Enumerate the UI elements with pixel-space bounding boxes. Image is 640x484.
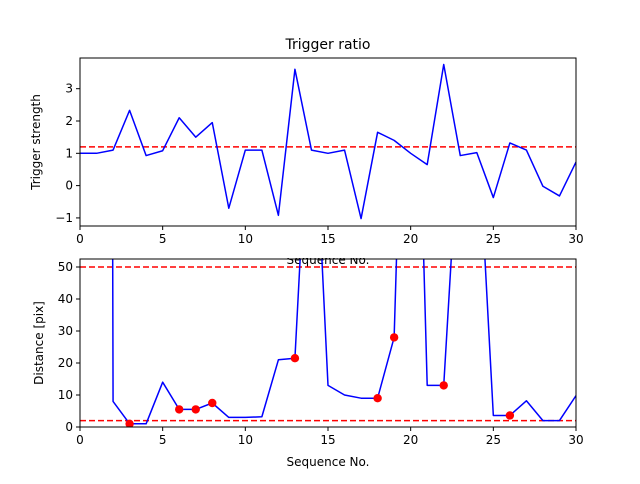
bottom-y-axis-label: Distance [pix] [32,301,46,385]
bottom-y-tick-label: 50 [58,260,73,274]
bottom-marker-point [175,405,184,414]
bottom-y-tick-label: 0 [65,420,73,434]
bottom-marker-point [191,405,200,414]
bottom-series-line-0 [111,259,576,425]
top-y-axis-label: Trigger strength [29,94,43,191]
bottom-marker-point [208,398,217,408]
top-x-tick-label: 20 [403,232,418,246]
top-x-tick-label: 30 [568,232,583,246]
axes-separator [60,249,600,258]
top-y-tick-label: 0 [65,179,73,193]
top-y-tick-label: 3 [65,82,73,96]
bottom-x-tick-label: 30 [568,433,583,447]
top-x-tick-label: 25 [486,232,501,246]
top-chart-title: Trigger ratio [284,37,370,53]
top-series-line-0 [80,63,576,220]
bottom-y-tick-label: 40 [58,292,73,306]
bottom-plot-area [80,259,576,427]
bottom-ticks: 0 5 10 15 20 25 30 0 10 20 30 40 50 [58,260,584,447]
top-plot-area [80,63,576,220]
bottom-marker-point [290,354,300,363]
bottom-x-tick-label: 10 [238,433,253,447]
top-y-tick-label: 1 [65,146,73,160]
bottom-y-tick-label: 10 [58,388,73,402]
bottom-marker-point [389,333,399,342]
bottom-x-tick-label: 25 [486,433,501,447]
bottom-marker-point [373,394,382,403]
top-axes-frame [79,57,577,227]
top-y-tick-label: −1 [55,211,73,225]
bottom-y-tick-label: 20 [58,356,73,370]
bottom-x-axis-label: Sequence No. [287,455,370,469]
bottom-marker-point [505,411,515,420]
bottom-y-tick-label: 30 [58,324,73,338]
top-x-tick-label: 10 [238,232,253,246]
bottom-x-tick-label: 20 [403,433,418,447]
top-x-tick-label: 0 [76,232,84,246]
bottom-x-tick-label: 15 [320,433,335,447]
bottom-chart: 0 5 10 15 20 25 30 0 10 20 30 40 50 Sequence No. Dis… [32,258,584,469]
top-y-tick-label: 2 [65,114,73,128]
top-x-tick-label: 15 [320,232,335,246]
bottom-x-tick-label: 5 [159,433,167,447]
bottom-marker-point [125,419,134,427]
bottom-marker-point [439,381,448,390]
top-x-tick-label: 5 [159,232,167,246]
bottom-x-tick-label: 0 [76,433,84,447]
